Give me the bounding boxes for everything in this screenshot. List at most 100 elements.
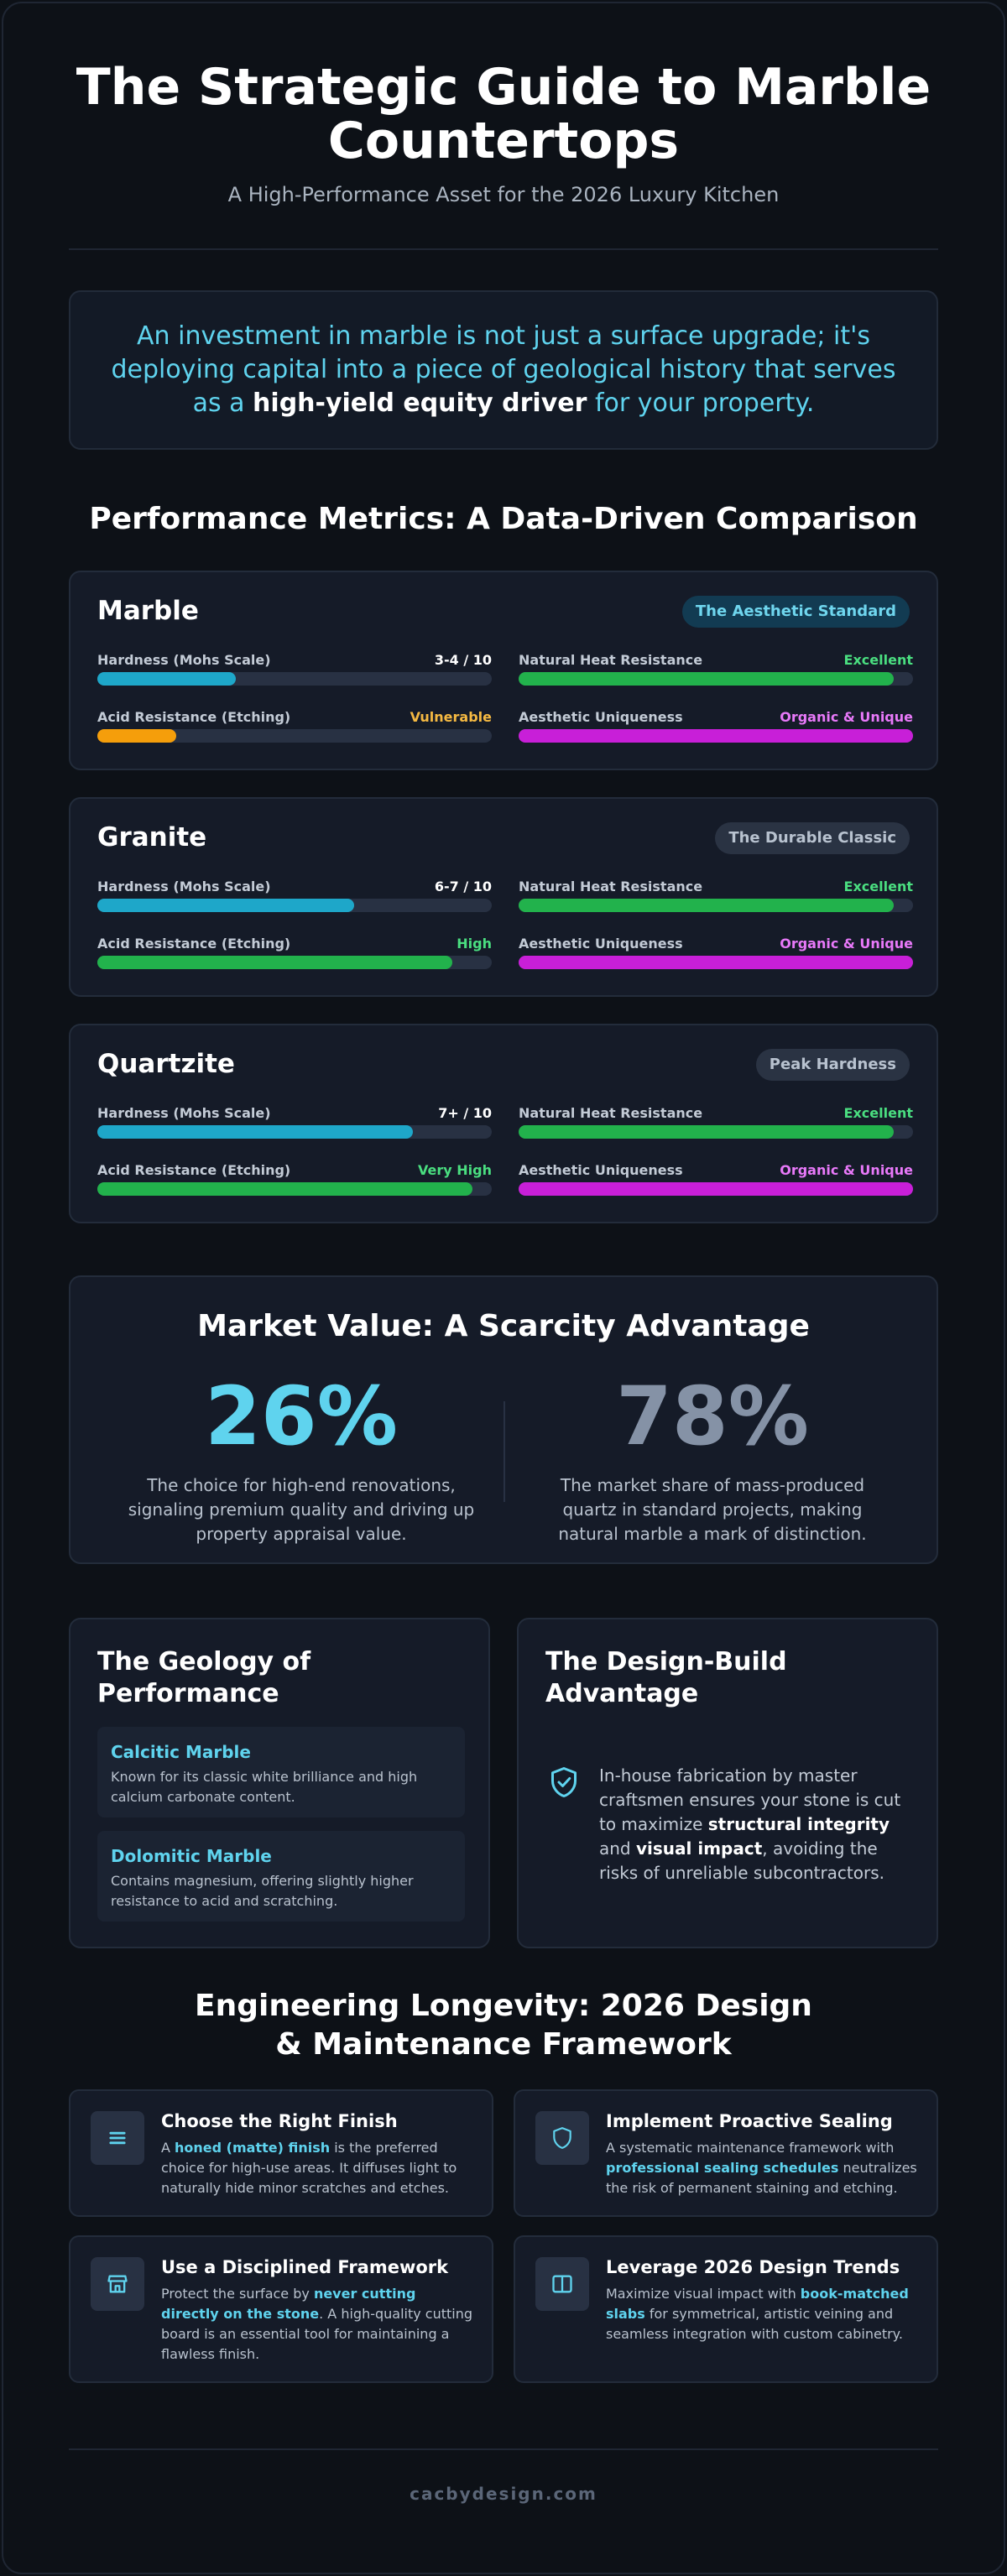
metric-fill bbox=[519, 1182, 913, 1196]
book-icon bbox=[535, 2257, 589, 2311]
stone-name: Quartzite bbox=[97, 1049, 235, 1079]
metrics-section-title: Performance Metrics: A Data-Driven Compa… bbox=[89, 502, 918, 536]
intro-text-part: for your property. bbox=[587, 388, 815, 418]
design-build-panel: The Design-Build Advantage In-house fabr… bbox=[517, 1618, 938, 1948]
metric-label: Hardness (Mohs Scale) bbox=[97, 1105, 271, 1121]
text-part: Maximize visual impact with bbox=[606, 2286, 801, 2302]
metric-value: Excellent bbox=[843, 879, 913, 894]
text-part: In-house fabrication by master craftsmen… bbox=[599, 1765, 901, 1834]
metric-fill bbox=[519, 1125, 894, 1139]
text-part: A bbox=[161, 2140, 175, 2156]
footer-divider bbox=[69, 2448, 938, 2450]
tip-desc: Maximize visual impact with book-matched… bbox=[606, 2284, 920, 2344]
metric-value: 3-4 / 10 bbox=[434, 652, 492, 668]
metric-value: Vulnerable bbox=[410, 709, 492, 725]
metric-fill bbox=[97, 899, 354, 912]
metric-label: Natural Heat Resistance bbox=[519, 879, 703, 894]
stone-card-quartzite: Quartzite Peak Hardness Hardness (Mohs S… bbox=[69, 1024, 938, 1223]
longevity-section-title: Engineering Longevity: 2026 Design & Mai… bbox=[195, 1989, 812, 2062]
design-build-title: The Design-Build Advantage bbox=[545, 1647, 787, 1708]
metric-fill bbox=[97, 672, 236, 686]
metric-value: High bbox=[457, 936, 492, 952]
text-part: Protect the surface by bbox=[161, 2286, 314, 2302]
shield-icon bbox=[535, 2111, 589, 2165]
metric-track bbox=[97, 729, 492, 743]
metric-label: Acid Resistance (Etching) bbox=[97, 1162, 291, 1178]
geology-item-desc: Known for its classic white brilliance a… bbox=[111, 1769, 418, 1805]
metric-track bbox=[97, 956, 492, 969]
page-subtitle: A High-Performance Asset for the 2026 Lu… bbox=[227, 183, 780, 206]
text-emphasis: never cutting directly on the stone bbox=[161, 2286, 416, 2322]
metric-value: 6-7 / 10 bbox=[434, 879, 492, 894]
metric-value: Excellent bbox=[843, 1105, 913, 1121]
text-part: is the preferred choice for high-use are… bbox=[161, 2140, 457, 2196]
tip-desc: A systematic maintenance framework with … bbox=[606, 2138, 920, 2198]
stat-description: The market share of mass-produced quartz… bbox=[558, 1475, 867, 1544]
stat-value: 26% bbox=[205, 1369, 398, 1463]
tip-sealing: Implement Proactive Sealing A systematic… bbox=[514, 2089, 938, 2217]
tip-title: Leverage 2026 Design Trends bbox=[606, 2257, 900, 2277]
text-emphasis: honed (matte) finish bbox=[175, 2140, 331, 2156]
intro-text-part: An investment in marble is not just a su… bbox=[111, 321, 896, 418]
tip-framework: Use a Disciplined Framework Protect the … bbox=[69, 2235, 493, 2383]
metric-fill bbox=[519, 729, 913, 743]
page-title: The Strategic Guide to Marble Countertop… bbox=[76, 58, 931, 170]
metric-track bbox=[519, 899, 913, 912]
stone-card-granite: Granite The Durable Classic Hardness (Mo… bbox=[69, 797, 938, 997]
metric-fill bbox=[519, 956, 913, 969]
design-build-text: In-house fabrication by master craftsmen… bbox=[599, 1764, 910, 1885]
stone-badge: The Durable Classic bbox=[715, 822, 910, 854]
tip-desc: Protect the surface by never cutting dir… bbox=[161, 2284, 475, 2365]
metric-track bbox=[97, 672, 492, 686]
stat-divider bbox=[503, 1401, 505, 1502]
metric-label: Natural Heat Resistance bbox=[519, 652, 703, 668]
geology-item-title: Calcitic Marble bbox=[111, 1742, 251, 1762]
metric-track bbox=[519, 956, 913, 969]
geology-item-dolomitic: Dolomitic Marble Contains magnesium, off… bbox=[97, 1831, 465, 1922]
metric-track bbox=[97, 1125, 492, 1139]
geology-title: The Geology of Performance bbox=[97, 1647, 311, 1708]
storefront-icon bbox=[91, 2257, 144, 2311]
metric-label: Hardness (Mohs Scale) bbox=[97, 879, 271, 894]
stone-badge: The Aesthetic Standard bbox=[681, 596, 910, 628]
stat-value: 78% bbox=[616, 1369, 809, 1463]
metric-fill bbox=[519, 672, 894, 686]
text-part: . A high-quality cutting board is an ess… bbox=[161, 2306, 473, 2362]
stat-quartz-share: 78% The market share of mass-produced qu… bbox=[515, 1368, 910, 1546]
text-part: , avoiding the risks of unreliable subco… bbox=[599, 1838, 885, 1883]
footer-site-link[interactable]: cacbydesign.com bbox=[410, 2484, 597, 2504]
stat-high-end: 26% The choice for high-end renovations,… bbox=[104, 1368, 498, 1546]
metric-value: Excellent bbox=[843, 652, 913, 668]
text-emphasis: structural integrity bbox=[707, 1814, 890, 1834]
stone-card-marble: Marble The Aesthetic Standard Hardness (… bbox=[69, 571, 938, 770]
metric-fill bbox=[97, 956, 452, 969]
metric-label: Natural Heat Resistance bbox=[519, 1105, 703, 1121]
page-content: The Strategic Guide to Marble Countertop… bbox=[69, 0, 938, 2576]
geology-item-calcitic: Calcitic Marble Known for its classic wh… bbox=[97, 1727, 465, 1817]
intro-callout: An investment in marble is not just a su… bbox=[69, 290, 938, 450]
metric-fill bbox=[97, 729, 176, 743]
market-title: Market Value: A Scarcity Advantage bbox=[197, 1309, 810, 1343]
intro-text: An investment in marble is not just a su… bbox=[104, 320, 903, 420]
geology-panel: The Geology of Performance Calcitic Marb… bbox=[69, 1618, 490, 1948]
text-part: A systematic maintenance framework with bbox=[606, 2140, 895, 2156]
stone-name: Marble bbox=[97, 596, 199, 626]
metric-track bbox=[97, 1182, 492, 1196]
tip-design-trends: Leverage 2026 Design Trends Maximize vis… bbox=[514, 2235, 938, 2383]
metric-value: Organic & Unique bbox=[780, 936, 913, 952]
text-emphasis: professional sealing schedules bbox=[606, 2160, 839, 2176]
layers-icon bbox=[91, 2111, 144, 2165]
metric-fill bbox=[97, 1125, 413, 1139]
intro-highlight: high-yield equity driver bbox=[253, 388, 587, 418]
geology-item-title: Dolomitic Marble bbox=[111, 1846, 272, 1866]
metric-fill bbox=[519, 899, 894, 912]
text-part: for symmetrical, artistic veining and se… bbox=[606, 2306, 903, 2342]
tip-title: Implement Proactive Sealing bbox=[606, 2111, 893, 2131]
text-emphasis: book-matched slabs bbox=[606, 2286, 909, 2322]
stat-description: The choice for high-end renovations, sig… bbox=[128, 1475, 475, 1544]
metric-value: 7+ / 10 bbox=[438, 1105, 492, 1121]
stone-name: Granite bbox=[97, 822, 207, 853]
metric-label: Hardness (Mohs Scale) bbox=[97, 652, 271, 668]
metric-label: Aesthetic Uniqueness bbox=[519, 709, 683, 725]
tip-desc: A honed (matte) finish is the preferred … bbox=[161, 2138, 475, 2198]
